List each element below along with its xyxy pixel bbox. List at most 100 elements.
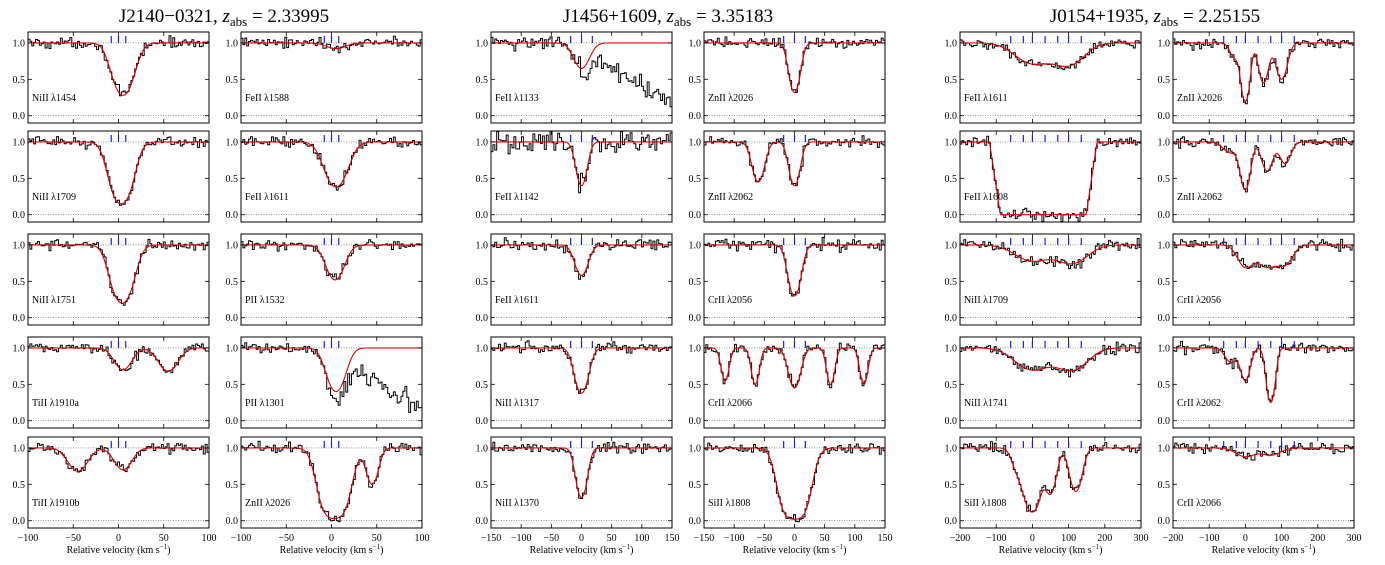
- model-fit: [28, 447, 209, 472]
- y-tick-label: 0.5: [689, 174, 702, 185]
- ion-label: FeII λ1588: [245, 93, 289, 104]
- panel-frame: [703, 130, 886, 223]
- ion-label: SiII λ1808: [708, 498, 750, 509]
- y-tick-label: 0.5: [945, 174, 958, 185]
- y-tick-label: 1.0: [1158, 240, 1171, 251]
- x-tick-label: 100: [202, 533, 217, 544]
- ion-label: CrII λ2062: [1177, 398, 1221, 409]
- y-tick-label: 0.0: [689, 516, 702, 527]
- panel-2-1-0: 0.0 0.5 1.0 ZnII λ2026: [1158, 31, 1355, 124]
- y-tick-label: 1.0: [689, 343, 702, 354]
- x-tick-label: −100: [1199, 533, 1220, 544]
- ion-label: FeII λ1608: [964, 192, 1008, 203]
- panel-1-1-4: 0.0 0.5 1.0 SiII λ1808 −150 −100 −50 0 50 100 150 R…: [689, 436, 893, 556]
- observed-spectrum: [28, 35, 209, 97]
- panel-0-1-2: 0.0 0.5 1.0 PII λ1532: [226, 233, 423, 326]
- model-fit: [28, 141, 209, 205]
- y-tick-label: 1.0: [1158, 137, 1171, 148]
- panel-2-1-1: 0.0 0.5 1.0 ZnII λ2062: [1158, 130, 1355, 223]
- x-tick-label: 150: [665, 533, 680, 544]
- y-tick-label: 0.5: [476, 380, 489, 391]
- ion-label: SiII λ1808: [964, 498, 1006, 509]
- ion-label: CrII λ2056: [708, 295, 752, 306]
- model-fit: [241, 347, 422, 393]
- model-fit: [241, 244, 422, 281]
- x-tick-label: −100: [724, 533, 745, 544]
- quasar-name-2: J0154+1935: [1050, 6, 1144, 27]
- x-tick-label: 50: [820, 533, 830, 544]
- panel-0-0-2: 0.0 0.5 1.0 NiII λ1751: [13, 233, 210, 326]
- group-title-1: J1456+1609, zabs = 3.35183: [563, 6, 773, 29]
- y-tick-label: 1.0: [476, 38, 489, 49]
- y-tick-label: 0.5: [13, 174, 26, 185]
- y-tick-label: 0.5: [476, 480, 489, 491]
- panel-1-1-3: 0.0 0.5 1.0 CrII λ2066: [689, 336, 886, 429]
- y-tick-label: 0.0: [226, 210, 239, 221]
- observed-spectrum: [28, 238, 209, 306]
- x-axis-title: Relative velocity (km s−1): [280, 543, 384, 556]
- panel-2-0-1: 0.0 0.5 1.0 FeII λ1608: [945, 130, 1142, 223]
- panel-0-0-4: 0.0 0.5 1.0 TiII λ1910b −100 −50 0 50 100 Relativ…: [13, 436, 217, 556]
- y-tick-label: 0.5: [226, 75, 239, 86]
- panel-frame: [490, 31, 673, 124]
- ion-label: ZnII λ2062: [708, 192, 753, 203]
- y-tick-label: 0.5: [1158, 277, 1171, 288]
- y-tick-label: 0.0: [689, 111, 702, 122]
- group-title-0: J2140−0321, zabs = 2.33995: [119, 6, 329, 29]
- x-tick-label: −50: [544, 533, 560, 544]
- y-tick-label: 1.0: [689, 240, 702, 251]
- panel-2-1-4: 0.0 0.5 1.0 CrII λ2066 −200 −100 0 100 200 300 Rel…: [1158, 436, 1362, 556]
- ion-label: NiII λ1709: [32, 192, 76, 203]
- y-tick-label: 0.0: [226, 111, 239, 122]
- ion-label: NiII λ1709: [964, 295, 1008, 306]
- x-tick-label: 0: [329, 533, 334, 544]
- observed-spectrum: [491, 441, 672, 499]
- observed-spectrum: [704, 36, 885, 93]
- panel-frame: [1172, 336, 1355, 429]
- y-tick-label: 0.5: [226, 480, 239, 491]
- y-tick-label: 1.0: [13, 240, 26, 251]
- y-tick-label: 1.0: [945, 240, 958, 251]
- model-fit: [960, 141, 1141, 216]
- panel-frame: [959, 436, 1142, 529]
- model-fit: [1173, 244, 1354, 269]
- y-tick-label: 0.0: [13, 516, 26, 527]
- x-axis-title: Relative velocity (km s−1): [743, 543, 847, 556]
- x-tick-label: 100: [1274, 533, 1289, 544]
- x-tick-label: 0: [1243, 533, 1248, 544]
- y-tick-label: 1.0: [226, 240, 239, 251]
- y-tick-label: 0.0: [1158, 111, 1171, 122]
- x-tick-label: 200: [1310, 533, 1325, 544]
- x-tick-label: −100: [986, 533, 1007, 544]
- panel-0-0-0: 0.0 0.5 1.0 NiII λ1454: [13, 31, 210, 124]
- y-tick-label: 1.0: [226, 343, 239, 354]
- observed-spectrum: [1173, 238, 1354, 270]
- y-tick-label: 0.5: [1158, 174, 1171, 185]
- y-tick-label: 0.5: [689, 480, 702, 491]
- observed-spectrum: [241, 342, 422, 413]
- observed-spectrum: [28, 443, 209, 473]
- y-tick-label: 0.5: [13, 380, 26, 391]
- observed-spectrum: [1173, 38, 1354, 105]
- y-tick-label: 1.0: [689, 443, 702, 454]
- observed-spectrum: [960, 39, 1141, 70]
- x-tick-label: −200: [1163, 533, 1184, 544]
- ion-label: TiII λ1910a: [32, 398, 80, 409]
- model-fit: [241, 141, 422, 188]
- ion-label: NiII λ1454: [32, 93, 76, 104]
- y-tick-label: 0.5: [226, 277, 239, 288]
- model-fit: [491, 141, 672, 187]
- model-fit: [1173, 141, 1354, 191]
- x-tick-label: −50: [757, 533, 773, 544]
- x-tick-label: 50: [607, 533, 617, 544]
- panel-0-0-3: 0.0 0.5 1.0 TiII λ1910a: [13, 336, 210, 429]
- panel-frame: [959, 336, 1142, 429]
- x-tick-label: 150: [878, 533, 893, 544]
- y-tick-label: 0.0: [13, 416, 26, 427]
- x-tick-label: −50: [278, 533, 294, 544]
- panel-0-1-3: 0.0 0.5 1.0 PII λ1301: [226, 336, 423, 429]
- ion-label: TiII λ1910b: [32, 498, 80, 509]
- x-tick-label: 0: [1030, 533, 1035, 544]
- svg-text:J2140−0321, zabs = 2.33995: J2140−0321, zabs = 2.33995: [119, 6, 329, 29]
